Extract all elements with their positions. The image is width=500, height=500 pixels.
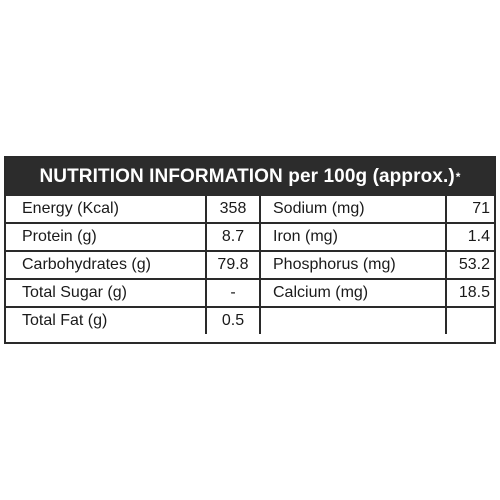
nutrient-value: 0.5: [205, 306, 261, 334]
nutrient-value: -: [205, 278, 261, 308]
nutrient-value: 8.7: [205, 222, 261, 252]
nutrient-value: 71: [445, 196, 494, 224]
nutrient-value: 53.2: [445, 250, 494, 280]
nutrient-label: Calcium (mg): [259, 278, 447, 308]
nutrient-value: 358: [205, 196, 261, 224]
nutrient-label: Sodium (mg): [259, 196, 447, 224]
table-row: Protein (g) 8.7 Iron (mg) 1.4: [6, 222, 494, 252]
nutrient-label: Carbohydrates (g): [6, 250, 207, 280]
nutrient-label: Iron (mg): [259, 222, 447, 252]
nutrition-table: Energy (Kcal) 358 Sodium (mg) 71 Protein…: [6, 196, 494, 334]
nutrient-value: 79.8: [205, 250, 261, 280]
nutrient-label: Total Sugar (g): [6, 278, 207, 308]
empty-cell: [445, 306, 494, 334]
table-row: Total Sugar (g) - Calcium (mg) 18.5: [6, 278, 494, 308]
nutrition-panel: NUTRITION INFORMATION per 100g (approx.)…: [4, 156, 496, 344]
nutrient-label: Protein (g): [6, 222, 207, 252]
table-row: Carbohydrates (g) 79.8 Phosphorus (mg) 5…: [6, 250, 494, 280]
table-row: Total Fat (g) 0.5: [6, 306, 494, 334]
nutrient-label: Total Fat (g): [6, 306, 207, 334]
nutrient-label: Energy (Kcal): [6, 196, 207, 224]
nutrient-value: 1.4: [445, 222, 494, 252]
empty-cell: [259, 306, 447, 334]
footnote-mark: *: [455, 170, 461, 184]
table-row: Energy (Kcal) 358 Sodium (mg) 71: [6, 196, 494, 224]
nutrient-value: 18.5: [445, 278, 494, 308]
nutrition-header: NUTRITION INFORMATION per 100g (approx.)…: [6, 158, 494, 196]
nutrient-label: Phosphorus (mg): [259, 250, 447, 280]
nutrition-title: NUTRITION INFORMATION per 100g (approx.): [39, 166, 455, 187]
